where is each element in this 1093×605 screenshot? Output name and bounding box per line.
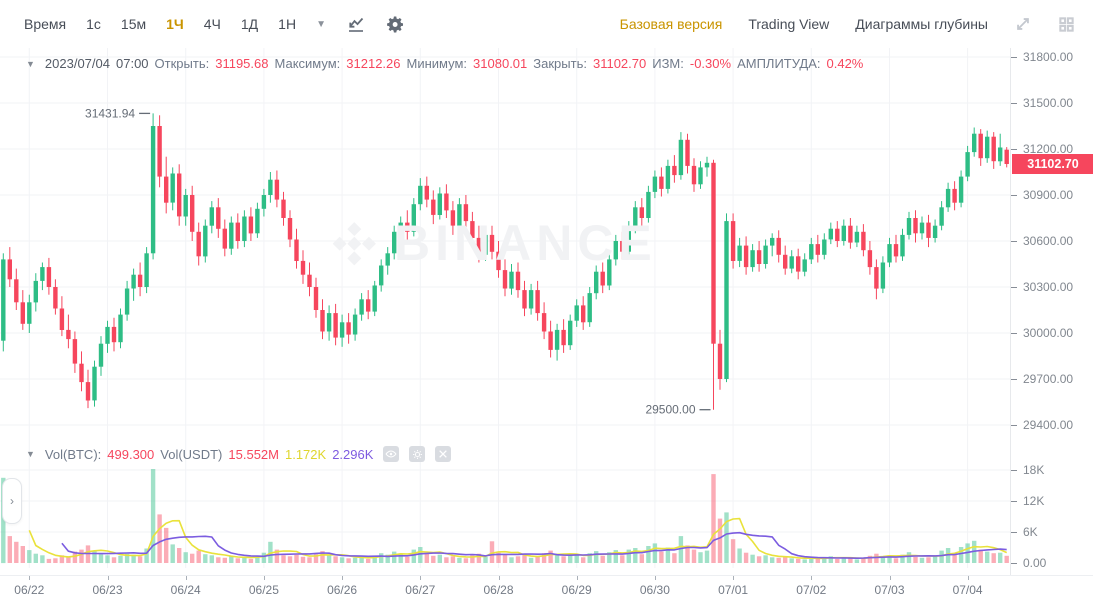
volume-legend: ▼ Vol(BTC): 499.300 Vol(USDT) 15.552M 1.… — [26, 446, 452, 462]
interval-15m[interactable]: 15м — [120, 16, 147, 32]
price-axis-label: 31200.00 — [1011, 142, 1073, 156]
price-axis-label: 30600.00 — [1011, 234, 1073, 248]
time-axis-label: 06/28 — [483, 583, 514, 597]
time-tick — [185, 576, 187, 580]
change-value: -0.30% — [689, 56, 732, 71]
time-tick — [967, 576, 969, 580]
time-axis-label: 06/22 — [14, 583, 45, 597]
volume-axis-label: 0.00 — [1011, 556, 1046, 570]
tab-basic-version[interactable]: Базовая версия — [619, 16, 723, 32]
price-axis-label: 29400.00 — [1011, 418, 1073, 432]
chart-style-icon[interactable] — [346, 14, 366, 34]
time-axis-label: 06/24 — [170, 583, 201, 597]
time-axis-label: 06/27 — [405, 583, 436, 597]
interval-4h[interactable]: 4Ч — [203, 16, 221, 32]
tab-depth-charts[interactable]: Диаграммы глубины — [855, 16, 988, 32]
vol-usdt-value: 15.552M — [228, 446, 279, 462]
price-axis-label: 30900.00 — [1011, 188, 1073, 202]
time-tick — [342, 576, 344, 580]
interval-1h[interactable]: 1Ч — [166, 16, 184, 32]
vol-btc-label: Vol(BTC): — [44, 446, 102, 462]
grid-layout-icon[interactable] — [1058, 16, 1075, 33]
price-axis-label: 30300.00 — [1011, 280, 1073, 294]
open-label: Открыть: — [154, 56, 210, 71]
vol-ma5-value: 1.172K — [284, 446, 327, 462]
time-axis-label: 07/02 — [796, 583, 827, 597]
close-value: 31102.70 — [592, 56, 647, 71]
price-axis[interactable]: 31102.70 31800.00 31500.00 31200.00 30900.0… — [1010, 48, 1093, 575]
time-axis-label: 07/03 — [874, 583, 905, 597]
volume-collapse-caret-icon[interactable]: ▼ — [26, 449, 35, 459]
time-tick — [889, 576, 891, 580]
interval-1s[interactable]: 1с — [86, 16, 101, 32]
low-label: Минимум: — [406, 56, 468, 71]
last-price-badge: 31102.70 — [1012, 153, 1093, 174]
time-tick — [498, 576, 500, 580]
close-label: Закрыть: — [533, 56, 587, 71]
time-axis-label: 06/23 — [92, 583, 123, 597]
high-label: Максимум: — [274, 56, 341, 71]
price-axis-label: 29700.00 — [1011, 372, 1073, 386]
time-tick — [420, 576, 422, 580]
high-value: 31212.26 — [346, 56, 401, 71]
ohlc-legend: ▼ 2023/07/04 07:00 Открыть: 31195.68 Мак… — [26, 56, 863, 71]
chart-area: 31431.94 29500.00 BINANCE ▼ 2023/07/04 07… — [0, 48, 1093, 604]
fullscreen-expand-icon[interactable] — [1014, 15, 1032, 33]
volume-axis-label: 6K — [1011, 525, 1038, 539]
eye-icon[interactable] — [383, 446, 400, 462]
close-icon[interactable] — [435, 446, 452, 462]
time-tick — [29, 576, 31, 580]
time-axis-label: 06/29 — [561, 583, 592, 597]
price-axis-label: 30000.00 — [1011, 326, 1073, 340]
amplitude-value: 0.42% — [826, 56, 864, 71]
time-tick — [576, 576, 578, 580]
indicator-settings-gear-icon[interactable] — [409, 446, 426, 462]
amplitude-label: АМПЛИТУДА: — [737, 56, 821, 71]
interval-1d[interactable]: 1Д — [240, 16, 259, 32]
price-axis-label: 31500.00 — [1011, 96, 1073, 110]
open-value: 31195.68 — [215, 56, 269, 71]
candle-time: 07:00 — [116, 56, 149, 71]
time-tick — [107, 576, 109, 580]
time-axis-label: 07/04 — [952, 583, 983, 597]
svg-text:29500.00: 29500.00 — [645, 403, 695, 417]
interval-1w[interactable]: 1Н — [278, 16, 297, 32]
collapse-caret-icon[interactable]: ▼ — [26, 58, 35, 69]
pane-expander-chevron-icon[interactable]: › — [2, 478, 22, 524]
time-axis-label: 06/26 — [327, 583, 358, 597]
price-axis-label: 31800.00 — [1011, 50, 1073, 64]
candle-date: 2023/07/04 — [44, 56, 110, 71]
price-pane[interactable]: 31431.94 29500.00 — [0, 48, 1010, 440]
time-axis-label: 06/25 — [248, 583, 279, 597]
time-tick — [733, 576, 735, 580]
volume-axis-label: 18K — [1011, 463, 1044, 477]
low-value: 31080.01 — [473, 56, 528, 71]
chart-toolbar: Время 1с 15м 1Ч 4Ч 1Д 1Н ▼ Базовая верси… — [0, 0, 1093, 48]
time-axis-label: 07/01 — [718, 583, 749, 597]
svg-text:31431.94: 31431.94 — [85, 106, 135, 120]
time-axis[interactable]: 06/22 06/23 06/24 06/25 06/26 06/27 06/28 06/29… — [0, 575, 1093, 605]
settings-gear-icon[interactable] — [386, 15, 405, 34]
change-label: ИЗМ: — [652, 56, 684, 71]
interval-dropdown-caret-icon[interactable]: ▼ — [316, 18, 326, 30]
vol-ma10-value: 2.296K — [332, 446, 374, 462]
time-tick — [263, 576, 265, 580]
tab-trading-view[interactable]: Trading View — [748, 16, 830, 32]
vol-btc-value: 499.300 — [107, 446, 155, 462]
vol-usdt-label: Vol(USDT) — [160, 446, 223, 462]
time-tick — [811, 576, 813, 580]
time-label[interactable]: Время — [24, 16, 67, 32]
volume-axis-label: 12K — [1011, 494, 1044, 508]
time-axis-label: 06/30 — [639, 583, 670, 597]
time-tick — [654, 576, 656, 580]
